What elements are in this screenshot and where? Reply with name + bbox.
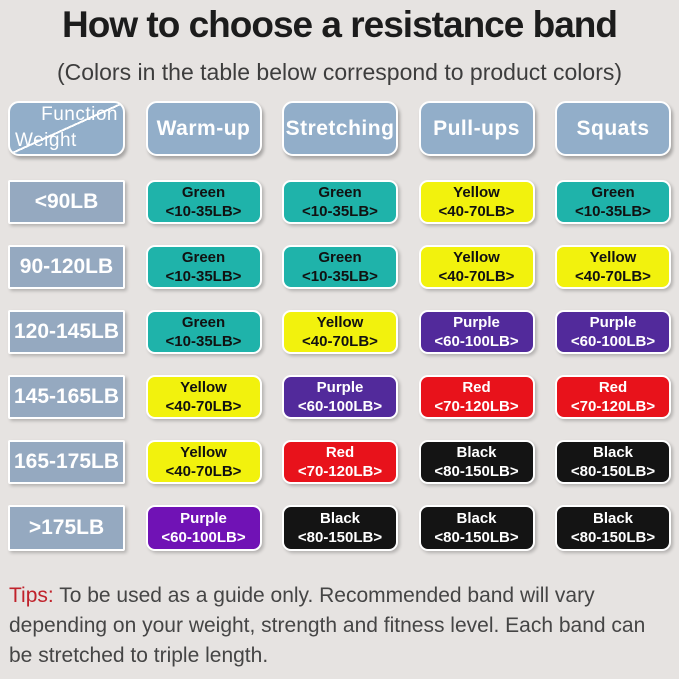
band-cell-black: Black <80-150LB> [555,440,671,484]
band-color-name: Green [181,183,226,201]
band-cell-green: Green <10-35LB> [145,180,262,224]
band-weight-range: <60-100LB> [297,398,383,415]
weight-row-label: 145-165LB [8,375,125,419]
band-weight-range: <40-70LB> [438,268,515,285]
band-cell-black: Black <80-150LB> [418,505,535,551]
band-color-name: Black [456,509,497,527]
band-weight-range: <10-35LB> [575,203,651,220]
band-cell-black: Black <80-150LB> [282,505,398,551]
band-weight-range: <10-35LB> [165,268,242,285]
band-color-name: Red [462,378,491,396]
band-cell-black: Black <80-150LB> [555,505,671,551]
diagonal-divider [10,103,123,154]
band-color-name: Purple [316,378,364,396]
band-color-name: Black [592,509,634,527]
band-color-name: Black [319,509,361,527]
resistance-band-table: Function Weight Warm-up Stretching Pull-ups S… [8,101,671,551]
corner-function-label: Function [41,104,118,125]
tips-text: To be used as a guide only. Recommended … [9,584,646,667]
band-weight-range: <80-150LB> [570,463,656,480]
band-weight-range: <70-120LB> [297,463,383,480]
band-color-name: Green [318,248,362,266]
band-cell-yellow: Yellow <40-70LB> [418,180,535,224]
band-weight-range: <10-35LB> [165,333,242,350]
weight-row-label: 165-175LB [8,440,125,484]
band-color-name: Green [181,248,226,266]
band-cell-black: Black <80-150LB> [418,440,535,484]
band-color-name: Green [181,313,226,331]
tips-note: Tips: To be used as a guide only. Recomm… [9,581,671,670]
band-weight-range: <10-35LB> [302,268,378,285]
tips-label: Tips: [9,584,54,607]
band-weight-range: <40-70LB> [302,333,378,350]
band-color-name: Black [592,443,634,461]
band-cell-green: Green <10-35LB> [282,245,398,289]
band-color-name: Green [591,183,635,201]
band-cell-green: Green <10-35LB> [282,180,398,224]
band-cell-red: Red <70-120LB> [282,440,398,484]
band-weight-range: <60-100LB> [570,333,656,350]
band-color-name: Yellow [589,248,637,266]
band-cell-yellow: Yellow <40-70LB> [555,245,671,289]
band-weight-range: <60-100LB> [434,333,519,350]
band-color-name: Purple [589,313,637,331]
weight-row-label: <90LB [8,180,125,224]
band-weight-range: <40-70LB> [575,268,651,285]
corner-weight-label: Weight [15,130,77,151]
column-header-squats: Squats [555,101,671,156]
band-color-name: Green [318,183,362,201]
page-subtitle: (Colors in the table below correspond to… [56,59,623,85]
band-weight-range: <40-70LB> [438,203,515,220]
band-weight-range: <70-120LB> [570,398,656,415]
band-weight-range: <10-35LB> [302,203,378,220]
band-weight-range: <40-70LB> [165,398,242,415]
band-cell-green: Green <10-35LB> [555,180,671,224]
band-color-name: Red [325,443,355,461]
band-cell-green: Green <10-35LB> [145,245,262,289]
weight-row-label: 90-120LB [8,245,125,289]
band-cell-red: Red <70-120LB> [418,375,535,419]
band-cell-purple: Purple <60-100LB> [555,310,671,354]
column-header-pull-ups: Pull-ups [418,101,535,156]
table-corner-function-weight: Function Weight [8,101,125,156]
band-color-name: Yellow [180,443,227,461]
band-cell-green: Green <10-35LB> [145,310,262,354]
band-color-name: Red [598,378,628,396]
band-color-name: Purple [453,313,500,331]
band-color-name: Purple [180,509,227,527]
column-header-stretching: Stretching [282,101,398,156]
band-cell-yellow: Yellow <40-70LB> [145,375,262,419]
band-color-name: Yellow [180,378,227,396]
band-cell-yellow: Yellow <40-70LB> [145,440,262,484]
band-weight-range: <80-150LB> [434,463,519,480]
band-color-name: Black [456,443,497,461]
band-cell-purple: Purple <60-100LB> [418,310,535,354]
band-cell-red: Red <70-120LB> [555,375,671,419]
weight-row-label: 120-145LB [8,310,125,354]
band-color-name: Yellow [316,313,364,331]
band-weight-range: <40-70LB> [165,463,242,480]
band-cell-purple_bright: Purple <60-100LB> [145,505,262,551]
band-weight-range: <80-150LB> [297,529,383,546]
band-weight-range: <70-120LB> [434,398,519,415]
band-weight-range: <80-150LB> [434,529,519,546]
band-weight-range: <60-100LB> [161,529,246,546]
band-cell-purple: Purple <60-100LB> [282,375,398,419]
page-title: How to choose a resistance band [62,4,618,45]
column-header-warm-up: Warm-up [145,101,262,156]
band-weight-range: <80-150LB> [570,529,656,546]
band-color-name: Yellow [453,248,500,266]
band-color-name: Yellow [453,183,500,201]
band-cell-yellow: Yellow <40-70LB> [282,310,398,354]
weight-row-label: >175LB [8,505,125,551]
band-weight-range: <10-35LB> [165,203,242,220]
band-cell-yellow: Yellow <40-70LB> [418,245,535,289]
